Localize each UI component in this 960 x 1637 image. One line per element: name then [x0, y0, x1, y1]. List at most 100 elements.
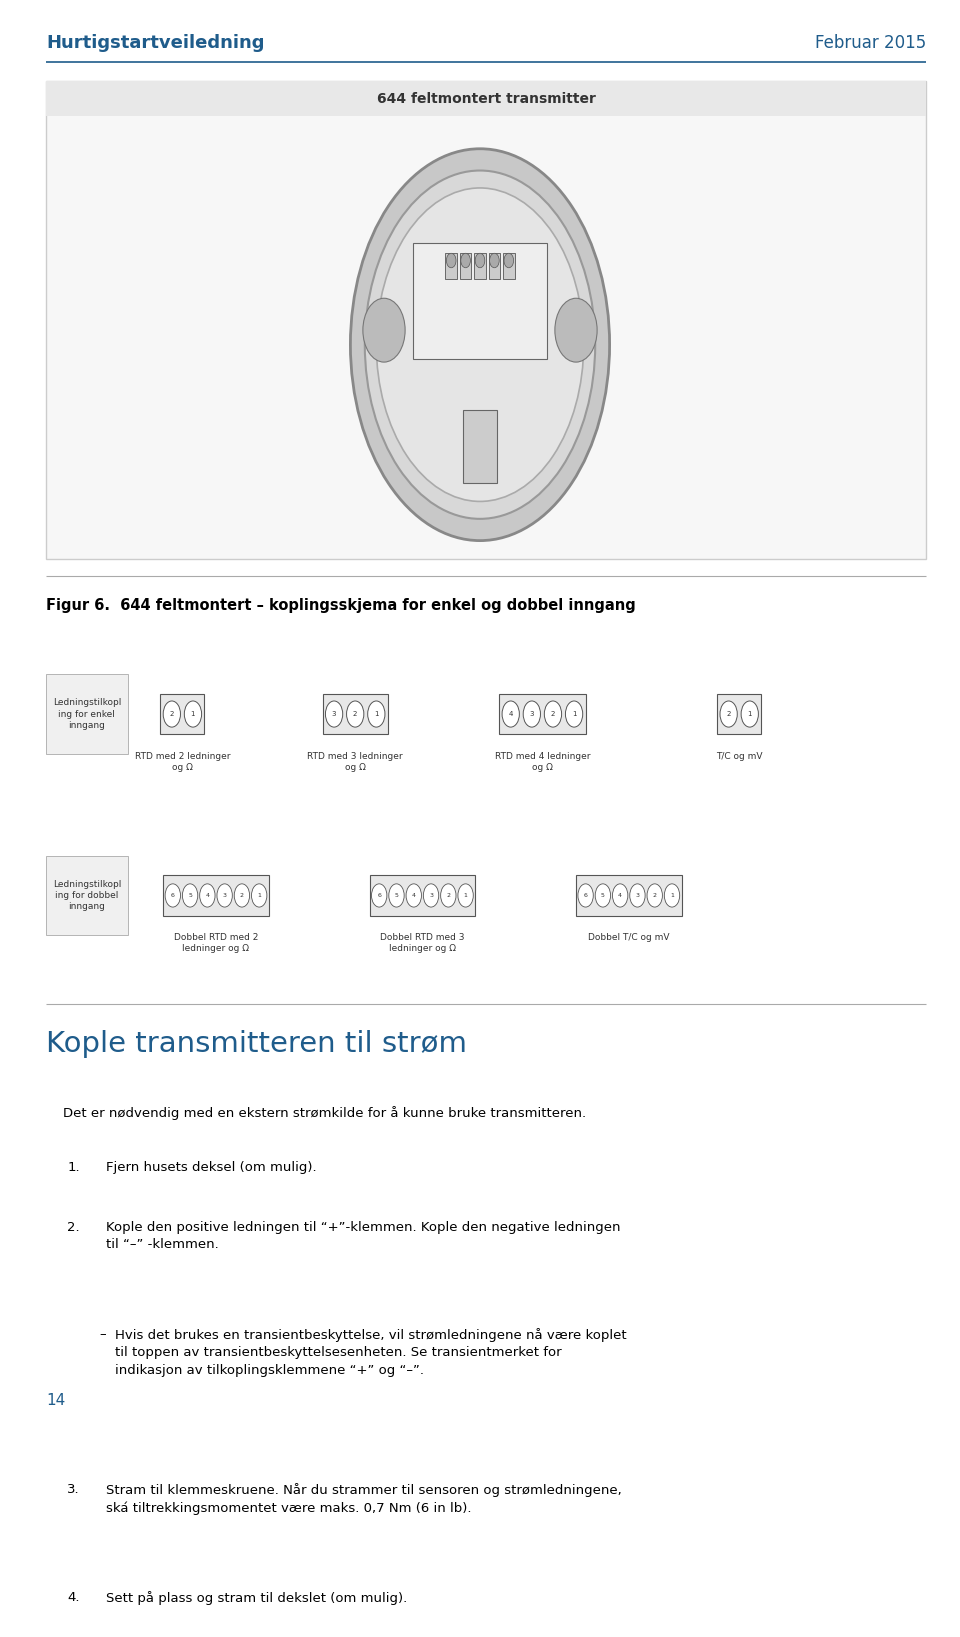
Circle shape	[423, 884, 439, 907]
Text: Sett på plass og stram til dekslet (om mulig).: Sett på plass og stram til dekslet (om m…	[106, 1591, 407, 1604]
Text: 2: 2	[240, 892, 244, 899]
Text: 4: 4	[618, 892, 622, 899]
Circle shape	[363, 298, 405, 362]
Text: 1: 1	[572, 710, 576, 717]
Text: Det er nødvendig med en ekstern strømkilde for å kunne bruke transmitteren.: Det er nødvendig med en ekstern strømkil…	[63, 1107, 587, 1120]
FancyBboxPatch shape	[46, 674, 128, 755]
Text: RTD med 4 ledninger
og Ω: RTD med 4 ledninger og Ω	[494, 751, 590, 773]
Text: Fjern husets deksel (om mulig).: Fjern husets deksel (om mulig).	[106, 1161, 316, 1174]
FancyBboxPatch shape	[413, 244, 547, 359]
Text: 5: 5	[395, 892, 398, 899]
Text: Februar 2015: Februar 2015	[815, 34, 926, 52]
Text: 6: 6	[377, 892, 381, 899]
Text: 4: 4	[205, 892, 209, 899]
Text: 3.: 3.	[67, 1483, 80, 1496]
Text: Dobbel RTD med 3
ledninger og Ω: Dobbel RTD med 3 ledninger og Ω	[380, 933, 465, 953]
Circle shape	[630, 884, 645, 907]
Circle shape	[406, 884, 421, 907]
Text: Kople transmitteren til strøm: Kople transmitteren til strøm	[46, 1030, 468, 1059]
Text: Kople den positive ledningen til “+”-klemmen. Kople den negative ledningen
til “: Kople den positive ledningen til “+”-kle…	[106, 1221, 620, 1251]
Text: 4.: 4.	[67, 1591, 80, 1604]
Text: Dobbel T/C og mV: Dobbel T/C og mV	[588, 933, 669, 943]
Circle shape	[490, 254, 499, 268]
Circle shape	[612, 884, 628, 907]
Circle shape	[523, 701, 540, 727]
Circle shape	[461, 254, 470, 268]
Text: Hvis det brukes en transientbeskyttelse, vil strømledningene nå være koplet
til : Hvis det brukes en transientbeskyttelse,…	[115, 1328, 627, 1377]
Circle shape	[325, 701, 343, 727]
Text: 2.: 2.	[67, 1221, 80, 1234]
Text: RTD med 3 ledninger
og Ω: RTD med 3 ledninger og Ω	[307, 751, 403, 773]
FancyBboxPatch shape	[460, 254, 471, 280]
Text: 1: 1	[191, 710, 195, 717]
FancyBboxPatch shape	[463, 409, 497, 483]
Circle shape	[720, 701, 737, 727]
Text: 5: 5	[601, 892, 605, 899]
Circle shape	[446, 254, 456, 268]
Text: Hurtigstartveiledning: Hurtigstartveiledning	[46, 34, 265, 52]
Text: 3: 3	[223, 892, 227, 899]
Text: 4: 4	[509, 710, 513, 717]
Text: 2: 2	[551, 710, 555, 717]
Text: 1: 1	[670, 892, 674, 899]
FancyBboxPatch shape	[370, 876, 475, 915]
Circle shape	[555, 298, 597, 362]
FancyBboxPatch shape	[503, 254, 515, 280]
Circle shape	[502, 701, 519, 727]
Circle shape	[376, 188, 584, 501]
Circle shape	[163, 701, 180, 727]
FancyBboxPatch shape	[474, 254, 486, 280]
Text: 2: 2	[170, 710, 174, 717]
Circle shape	[565, 701, 583, 727]
Text: 644 feltmontert transmitter: 644 feltmontert transmitter	[377, 92, 595, 106]
Circle shape	[544, 701, 562, 727]
Text: T/C og mV: T/C og mV	[716, 751, 762, 761]
Text: 3: 3	[429, 892, 433, 899]
Circle shape	[458, 884, 473, 907]
Text: RTD med 2 ledninger
og Ω: RTD med 2 ledninger og Ω	[134, 751, 230, 773]
Text: Dobbel RTD med 2
ledninger og Ω: Dobbel RTD med 2 ledninger og Ω	[174, 933, 258, 953]
FancyBboxPatch shape	[717, 694, 761, 735]
Circle shape	[350, 149, 610, 540]
Text: –: –	[99, 1328, 106, 1341]
Text: Ledningstilkopl
ing for dobbel
inngang: Ledningstilkopl ing for dobbel inngang	[53, 879, 121, 912]
Circle shape	[184, 701, 202, 727]
Circle shape	[368, 701, 385, 727]
Text: Figur 6.  644 feltmontert – koplingsskjema for enkel og dobbel inngang: Figur 6. 644 feltmontert – koplingsskjem…	[46, 598, 636, 612]
Text: 2: 2	[727, 710, 731, 717]
Text: Stram til klemmeskruene. Når du strammer til sensoren og strømledningene,
ská t: Stram til klemmeskruene. Når du strammer…	[106, 1483, 621, 1516]
Circle shape	[664, 884, 680, 907]
Circle shape	[741, 701, 758, 727]
Text: 14: 14	[46, 1393, 65, 1408]
Text: 1: 1	[257, 892, 261, 899]
Circle shape	[200, 884, 215, 907]
Circle shape	[504, 254, 514, 268]
FancyBboxPatch shape	[323, 694, 388, 735]
Circle shape	[595, 884, 611, 907]
Text: 3: 3	[332, 710, 336, 717]
Circle shape	[441, 884, 456, 907]
Circle shape	[647, 884, 662, 907]
FancyBboxPatch shape	[160, 694, 204, 735]
FancyBboxPatch shape	[499, 694, 586, 735]
FancyBboxPatch shape	[445, 254, 457, 280]
Text: 6: 6	[171, 892, 175, 899]
Circle shape	[217, 884, 232, 907]
Text: 3: 3	[530, 710, 534, 717]
Circle shape	[165, 884, 180, 907]
Text: 2: 2	[353, 710, 357, 717]
FancyBboxPatch shape	[576, 876, 682, 915]
Circle shape	[252, 884, 267, 907]
Circle shape	[347, 701, 364, 727]
Text: Ledningstilkopl
ing for enkel
inngang: Ledningstilkopl ing for enkel inngang	[53, 699, 121, 730]
Circle shape	[365, 170, 595, 519]
FancyBboxPatch shape	[489, 254, 500, 280]
Circle shape	[389, 884, 404, 907]
Circle shape	[372, 884, 387, 907]
Text: 1.: 1.	[67, 1161, 80, 1174]
Circle shape	[182, 884, 198, 907]
Text: 4: 4	[412, 892, 416, 899]
Text: 5: 5	[188, 892, 192, 899]
FancyBboxPatch shape	[46, 856, 128, 935]
Text: 1: 1	[748, 710, 752, 717]
